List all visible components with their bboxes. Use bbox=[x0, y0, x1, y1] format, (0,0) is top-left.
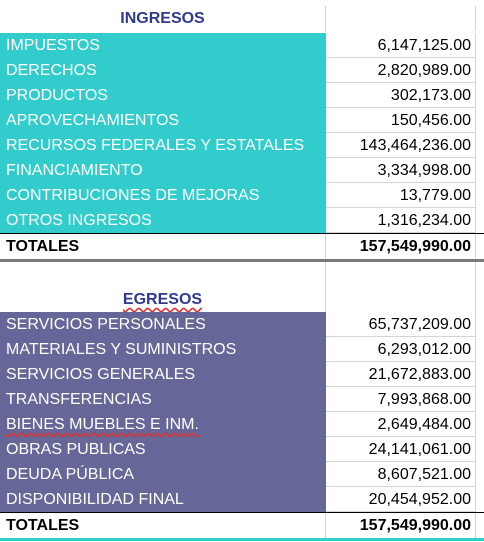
table-row: DISPONIBILIDAD FINAL 20,454,952.00 bbox=[0, 487, 484, 512]
row-value[interactable]: 65,737,209.00 bbox=[326, 312, 476, 337]
ingresos-total-row: TOTALES 157,549,990.00 bbox=[0, 234, 484, 259]
row-label[interactable]: APROVECHAMIENTOS bbox=[0, 108, 326, 133]
egresos-title-text: EGRESOS bbox=[122, 291, 203, 308]
row-value[interactable]: 2,820,989.00 bbox=[326, 58, 476, 83]
bottom-border bbox=[0, 538, 484, 541]
table-row: MATERIALES Y SUMINISTROS 6,293,012.00 bbox=[0, 337, 484, 362]
table-row: TRANSFERENCIAS 7,993,868.00 bbox=[0, 387, 484, 412]
row-value[interactable]: 302,173.00 bbox=[326, 83, 476, 108]
row-value[interactable]: 6,147,125.00 bbox=[326, 33, 476, 58]
table-row: BIENES MUEBLES E INM. 2,649,484.00 bbox=[0, 412, 484, 437]
row-label[interactable]: MATERIALES Y SUMINISTROS bbox=[0, 337, 326, 362]
empty-cell[interactable] bbox=[326, 262, 476, 287]
row-label[interactable]: SERVICIOS PERSONALES bbox=[0, 312, 326, 337]
row-label[interactable]: TRANSFERENCIAS bbox=[0, 387, 326, 412]
table-row: FINANCIAMIENTO 3,334,998.00 bbox=[0, 158, 484, 183]
table-row: OTROS INGRESOS 1,316,234.00 bbox=[0, 208, 484, 233]
table-row: DEUDA PÚBLICA 8,607,521.00 bbox=[0, 462, 484, 487]
total-top-border bbox=[0, 512, 484, 513]
row-value[interactable]: 24,141,061.00 bbox=[326, 437, 476, 462]
row-value[interactable]: 143,464,236.00 bbox=[326, 133, 476, 158]
ingresos-header-empty[interactable] bbox=[326, 6, 476, 31]
row-label[interactable]: RECURSOS FEDERALES Y ESTATALES bbox=[0, 133, 326, 158]
empty-cell[interactable] bbox=[0, 262, 326, 287]
egresos-total-row: TOTALES 157,549,990.00 bbox=[0, 513, 484, 538]
empty-row bbox=[0, 262, 484, 287]
total-label[interactable]: TOTALES bbox=[0, 234, 326, 259]
double-bottom-border bbox=[0, 259, 484, 262]
row-label-text: BIENES MUEBLES E INM. bbox=[6, 416, 199, 433]
ingresos-header-row: INGRESOS bbox=[0, 6, 484, 31]
row-label[interactable]: PRODUCTOS bbox=[0, 83, 326, 108]
table-row: DERECHOS 2,820,989.00 bbox=[0, 58, 484, 83]
row-label[interactable]: OBRAS PUBLICAS bbox=[0, 437, 326, 462]
row-value[interactable]: 3,334,998.00 bbox=[326, 158, 476, 183]
table-row: RECURSOS FEDERALES Y ESTATALES 143,464,2… bbox=[0, 133, 484, 158]
row-value[interactable]: 7,993,868.00 bbox=[326, 387, 476, 412]
row-value[interactable]: 1,316,234.00 bbox=[326, 208, 476, 233]
total-value[interactable]: 157,549,990.00 bbox=[326, 513, 476, 538]
row-value[interactable]: 20,454,952.00 bbox=[326, 487, 476, 512]
row-value[interactable]: 6,293,012.00 bbox=[326, 337, 476, 362]
table-row: CONTRIBUCIONES DE MEJORAS 13,779.00 bbox=[0, 183, 484, 208]
ingresos-title[interactable]: INGRESOS bbox=[0, 6, 326, 31]
row-label[interactable]: DEUDA PÚBLICA bbox=[0, 462, 326, 487]
egresos-title[interactable]: EGRESOS bbox=[0, 287, 326, 312]
egresos-header-row: EGRESOS bbox=[0, 287, 484, 312]
table-row: IMPUESTOS 6,147,125.00 bbox=[0, 33, 484, 58]
row-value[interactable]: 2,649,484.00 bbox=[326, 412, 476, 437]
table-row: PRODUCTOS 302,173.00 bbox=[0, 83, 484, 108]
row-value[interactable]: 21,672,883.00 bbox=[326, 362, 476, 387]
table-row: SERVICIOS GENERALES 21,672,883.00 bbox=[0, 362, 484, 387]
row-label[interactable]: OTROS INGRESOS bbox=[0, 208, 326, 233]
table-row: SERVICIOS PERSONALES 65,737,209.00 bbox=[0, 312, 484, 337]
row-label[interactable]: BIENES MUEBLES E INM. bbox=[0, 412, 326, 437]
row-value[interactable]: 150,456.00 bbox=[326, 108, 476, 133]
total-top-border bbox=[0, 233, 484, 234]
row-label[interactable]: SERVICIOS GENERALES bbox=[0, 362, 326, 387]
row-value[interactable]: 13,779.00 bbox=[326, 183, 476, 208]
total-label[interactable]: TOTALES bbox=[0, 513, 326, 538]
table-row: APROVECHAMIENTOS 150,456.00 bbox=[0, 108, 484, 133]
row-label[interactable]: DERECHOS bbox=[0, 58, 326, 83]
total-value[interactable]: 157,549,990.00 bbox=[326, 234, 476, 259]
row-label[interactable]: CONTRIBUCIONES DE MEJORAS bbox=[0, 183, 326, 208]
row-label[interactable]: DISPONIBILIDAD FINAL bbox=[0, 487, 326, 512]
row-label[interactable]: FINANCIAMIENTO bbox=[0, 158, 326, 183]
row-value[interactable]: 8,607,521.00 bbox=[326, 462, 476, 487]
row-label[interactable]: IMPUESTOS bbox=[0, 33, 326, 58]
egresos-header-empty[interactable] bbox=[326, 287, 476, 312]
table-row: OBRAS PUBLICAS 24,141,061.00 bbox=[0, 437, 484, 462]
